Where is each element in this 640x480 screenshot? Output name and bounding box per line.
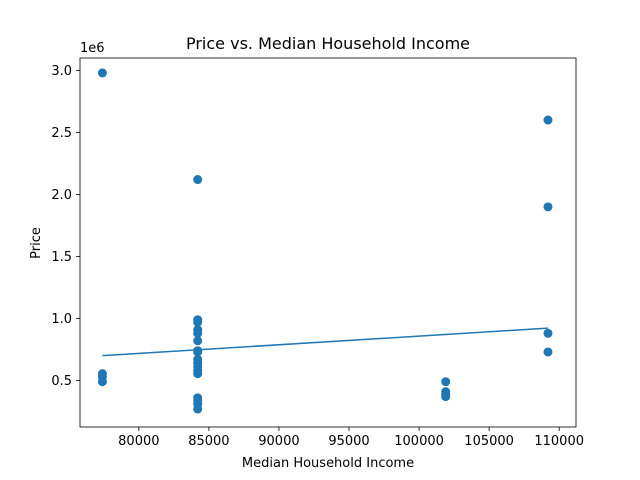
trend-line <box>102 327 549 357</box>
data-point <box>193 175 203 185</box>
data-point <box>193 347 203 357</box>
x-tick-label: 110000 <box>534 434 584 449</box>
y-tick-label: 2.5 <box>51 126 72 141</box>
y-axis-label: Price <box>29 227 44 259</box>
y-tick-label: 1.0 <box>51 312 72 327</box>
plot-area: 80000 85000 90000 95000 100000 105000 110000 0.… <box>51 57 584 449</box>
x-tick-label: 80000 <box>118 434 159 449</box>
data-point <box>193 404 203 414</box>
data-point <box>543 328 553 338</box>
data-point <box>543 202 553 212</box>
x-tick-label: 85000 <box>188 434 229 449</box>
data-point <box>193 336 203 346</box>
data-point <box>193 328 203 338</box>
x-tick-label: 90000 <box>258 434 299 449</box>
data-point <box>543 115 553 125</box>
y-tick-label: 1.5 <box>51 250 72 265</box>
x-axis-label: Median Household Income <box>242 456 414 471</box>
y-tick-label: 0.5 <box>51 374 72 389</box>
x-tick-label: 105000 <box>464 434 514 449</box>
data-point <box>193 317 203 327</box>
data-point <box>97 377 107 387</box>
x-tick-label: 100000 <box>394 434 444 449</box>
y-tick-label: 3.0 <box>51 64 72 79</box>
x-tick-label: 95000 <box>328 434 369 449</box>
chart-title: Price vs. Median Household Income <box>186 34 470 53</box>
data-point <box>97 68 107 78</box>
data-point <box>441 392 451 402</box>
data-point <box>193 369 203 379</box>
axes-frame <box>79 57 577 428</box>
data-point <box>441 377 451 387</box>
data-point <box>543 347 553 357</box>
y-offset-label: 1e6 <box>80 41 105 56</box>
y-tick-label: 2.0 <box>51 188 72 203</box>
